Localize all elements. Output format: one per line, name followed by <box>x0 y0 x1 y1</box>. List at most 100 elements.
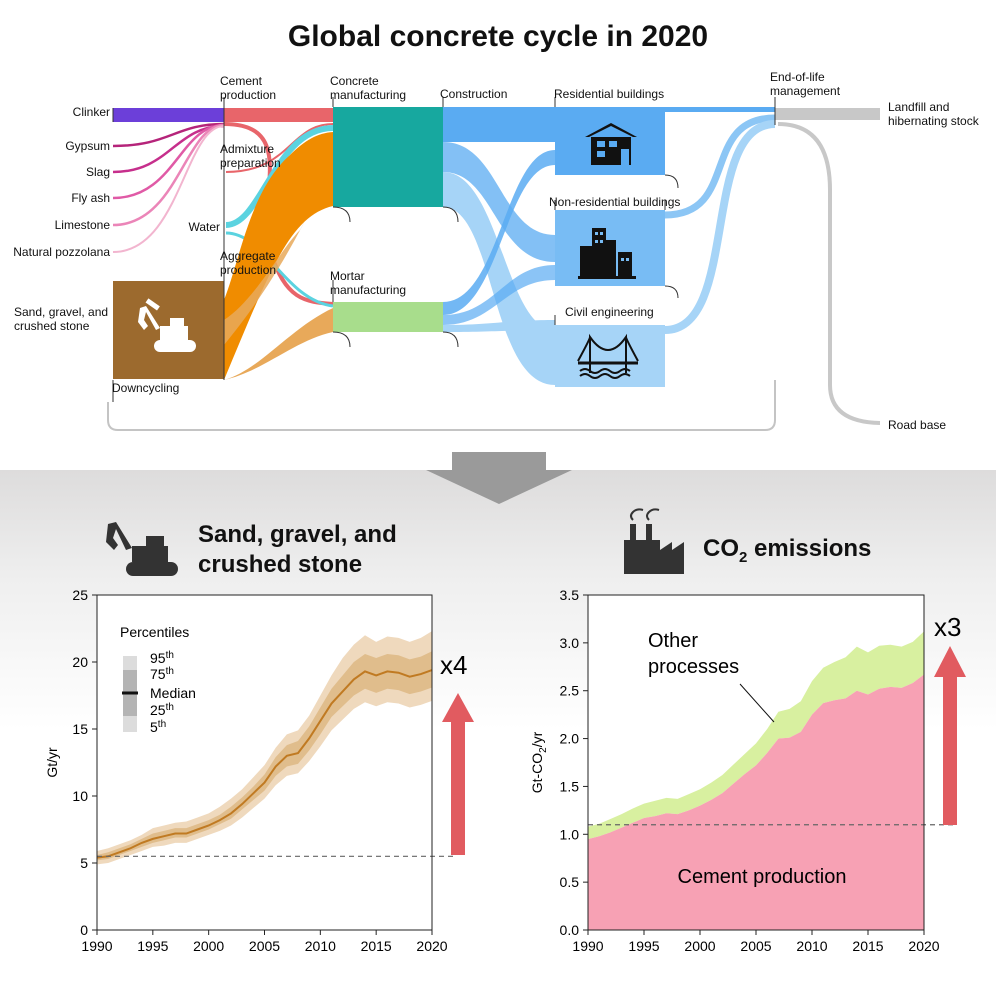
multiplier-label: x4 <box>440 650 467 680</box>
legend-item-sup: th <box>166 702 174 713</box>
y-tick-label: 10 <box>72 788 88 804</box>
flow-pozzolana <box>112 125 225 253</box>
flow-eol-roadbase <box>777 122 881 425</box>
stage-label-downcycling: Downcycling <box>112 381 179 395</box>
flow-aggregate-mortar <box>224 308 333 380</box>
x-tick-label: 2000 <box>193 938 224 954</box>
flow-residential-eol <box>665 107 775 112</box>
y-tick-label: 25 <box>72 587 88 603</box>
input-label-water: Water <box>188 220 220 234</box>
flow-downcycling-aggregate <box>224 215 308 345</box>
stage-label-roadbase: Road base <box>888 418 946 432</box>
x-tick-label: 2005 <box>249 938 280 954</box>
x-tick-label: 2010 <box>796 938 827 954</box>
flow-gypsum <box>112 122 225 148</box>
label-other-pointer <box>739 683 775 723</box>
stage-label-nonresidential: Non-residential buildings <box>549 195 680 209</box>
sand-chart: 1990 1995 2000 2005 2010 2015 2020 0 5 10 15 20 25 Gt… <box>44 587 474 954</box>
x-tick-label: 2010 <box>305 938 336 954</box>
co2-title-rest: emissions <box>747 535 872 562</box>
growth-arrow-head <box>934 646 966 677</box>
y-axis-label-sub: 2 <box>538 747 549 753</box>
x-tick-label: 1995 <box>628 938 659 954</box>
y-tick-label: 15 <box>72 721 88 737</box>
sand-panel-title: Sand, gravel, and crushed stone <box>198 520 397 580</box>
stage-label-admixture-2: preparation <box>220 156 281 170</box>
input-label-gypsum: Gypsum <box>65 139 110 153</box>
y-axis-label-rest: /yr <box>529 731 545 747</box>
co2-chart: 1990 1995 2000 2005 2010 2015 2020 0.0 0.5 1.0 1.5… <box>529 587 966 954</box>
factory-icon <box>624 508 684 574</box>
x-tick-label: 2005 <box>740 938 771 954</box>
stage-label-civil: Civil engineering <box>565 305 654 319</box>
y-tick-label: 20 <box>72 654 88 670</box>
x-tick-label: 1990 <box>81 938 112 954</box>
flow-mortar-civil <box>443 320 555 332</box>
flow-mortar-residential <box>443 150 555 315</box>
flow-nonres-eol <box>664 114 776 219</box>
y-tick-label: 1.0 <box>560 826 580 842</box>
flow-flyash <box>112 123 225 200</box>
flow-admixture <box>225 123 334 173</box>
mortar-node <box>333 302 443 332</box>
stage-label-eol-1: End-of-life <box>770 70 825 84</box>
input-label-slag: Slag <box>86 165 110 179</box>
stage-label-aggregate-1: Aggregate <box>220 249 276 263</box>
concrete-node <box>333 107 443 207</box>
x-tick-label: 2020 <box>908 938 939 954</box>
stage-brackets <box>112 97 776 402</box>
input-label-clinker: Clinker <box>73 105 110 119</box>
office-buildings-icon <box>578 228 636 279</box>
legend-title: Percentiles <box>120 624 189 640</box>
sankey-diagram: Clinker Gypsum Slag Fly ash Limestone Na… <box>13 70 980 432</box>
flow-civil-eol <box>664 120 776 334</box>
growth-arrow-head <box>442 693 474 722</box>
median-line <box>96 669 433 859</box>
bridge-icon <box>577 333 639 379</box>
area-cement-production <box>588 674 924 930</box>
y-tick-label: 2.5 <box>560 683 580 699</box>
y-tick-label: 0 <box>80 922 88 938</box>
x-tick-label: 1990 <box>572 938 603 954</box>
label-other-line1: Other <box>648 630 698 652</box>
stage-label-landfill-1: Landfill and <box>888 100 949 114</box>
y-tick-label: 3.5 <box>560 587 580 603</box>
flow-aggregate-concrete <box>224 132 333 380</box>
input-label-pozzolana: Natural pozzolana <box>13 245 110 259</box>
x-tick-label: 2015 <box>852 938 883 954</box>
stage-label-cement-1: Cement <box>220 74 263 88</box>
co2-title-main: CO <box>703 535 739 562</box>
flow-water-concrete <box>225 125 334 228</box>
legend-item-sup: th <box>166 650 174 661</box>
y-tick-label: 3.0 <box>560 635 580 651</box>
y-axis-label: Gt/yr <box>44 747 60 778</box>
legend-item: Median <box>150 685 196 701</box>
y-tick-label: 0.0 <box>560 922 580 938</box>
growth-arrow-shaft <box>451 720 465 855</box>
flow-clinker <box>113 108 224 122</box>
y-axis-label: Gt-CO2/yr <box>529 731 549 793</box>
stage-label-cement-2: production <box>220 88 276 102</box>
civil-node <box>555 325 665 387</box>
y-tick-label: 2.0 <box>560 731 580 747</box>
sankey-section: Global concrete cycle in 2020 <box>0 0 996 470</box>
stage-label-mortar-1: Mortar <box>330 269 365 283</box>
flow-concrete-civil <box>443 172 555 385</box>
flow-concrete-nonres <box>443 142 555 262</box>
stage-label-landfill-2: hibernating stock <box>888 114 980 128</box>
stage-label-concrete-1: Concrete <box>330 74 379 88</box>
stage-label-admixture-1: Admixture <box>220 142 274 156</box>
charts-svg: 1990 1995 2000 2005 2010 2015 20200510152025Gt… <box>44 587 966 954</box>
y-tick-label: 5 <box>80 855 88 871</box>
area-other-processes <box>588 631 924 840</box>
input-label-flyash: Fly ash <box>71 191 110 205</box>
x-tick-label: 2020 <box>416 938 447 954</box>
input-label-limestone: Limestone <box>55 218 111 232</box>
flow-mortar-nonres <box>443 265 555 325</box>
house-icon <box>585 123 637 165</box>
stage-label-aggregate-2: production <box>220 263 276 277</box>
sand-panel-title-line1: Sand, gravel, and <box>198 521 397 548</box>
y-tick-label: 0.5 <box>560 874 580 890</box>
stage-label-construction: Construction <box>440 87 507 101</box>
legend-item-sup: th <box>158 719 166 730</box>
